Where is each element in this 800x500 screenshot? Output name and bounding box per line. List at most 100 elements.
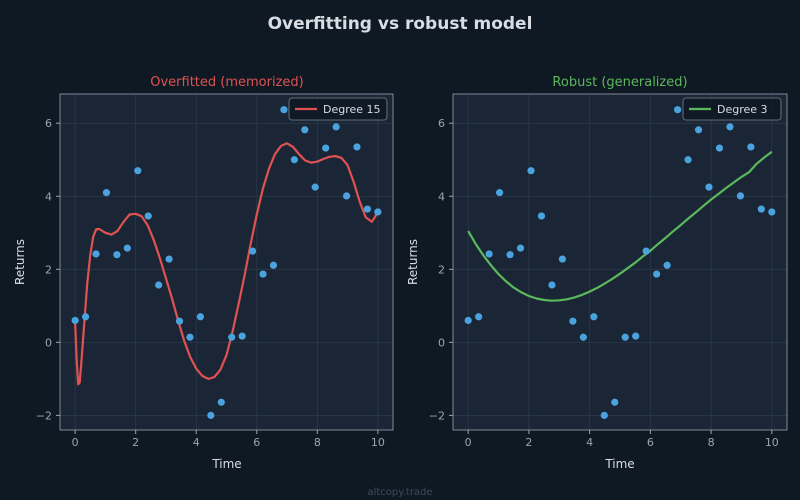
robust-x-tick-label: 10 [765,436,779,449]
data-point [653,270,661,278]
data-point [155,281,163,289]
data-point [579,333,587,341]
data-point [527,167,535,175]
data-point [301,126,309,134]
data-point [332,123,340,131]
robust-x-tick-label: 0 [465,436,472,449]
overfit-legend: Degree 15 [288,97,388,121]
data-point [228,333,236,341]
data-point [537,212,546,220]
data-point [663,261,671,269]
robust-y-tick-label: 4 [438,190,445,203]
robust-plot-frame [452,93,788,431]
robust-y-tick-label: 6 [438,117,445,130]
data-point [464,316,472,325]
data-point [611,398,619,406]
overfit-fit-line [74,142,379,386]
robust-x-tick-label: 2 [525,436,532,449]
robust-chart-panel: Robust (generalized) Time Returns 0 2 4 6 8 1… [406,75,788,471]
robust-x-axis-label: Time [604,457,634,471]
data-point [374,208,382,216]
robust-plot-area [453,94,787,430]
overfit-plot-frame [59,93,394,431]
data-point [632,332,640,340]
data-point [600,411,608,419]
data-point [92,250,100,258]
data-point [342,192,351,200]
data-point [165,255,173,263]
robust-x-tick-label: 8 [708,436,715,449]
data-point [290,156,298,164]
overfit-legend-label: Degree 15 [323,103,381,116]
data-point [186,333,194,341]
data-point [322,144,330,152]
data-point [311,183,319,191]
data-point [736,192,745,200]
data-point [621,333,629,341]
data-point [475,313,483,321]
data-point [548,281,556,289]
robust-y-tick-label: 2 [438,263,445,276]
data-point [726,123,734,131]
data-point [495,189,504,197]
data-point [485,250,493,258]
overfit-x-tick-label: 2 [132,436,139,449]
data-point [642,247,650,255]
data-point [71,316,79,325]
data-point [558,255,567,263]
data-point [516,244,525,252]
overfit-x-tick-label: 6 [253,436,260,449]
watermark: altcopy.trade [367,487,432,498]
data-point [134,167,142,175]
data-point [280,106,288,114]
data-point [144,212,152,220]
data-point [747,143,755,151]
overfit-x-tick-label: 10 [371,436,385,449]
data-point [353,143,361,151]
robust-legend-label: Degree 3 [717,103,768,116]
overfit-y-axis-label: Returns [13,239,27,285]
data-point [590,313,598,321]
overfit-y-tick-label: −2 [36,409,52,422]
robust-y-axis-label: Returns [406,239,420,285]
robust-chart-title: Robust (generalized) [552,75,687,90]
data-point [569,317,577,325]
data-point [196,313,205,321]
overfit-x-axis-label: Time [211,457,241,471]
data-point [269,261,278,269]
data-point [207,411,215,419]
robust-fit-line [467,150,773,302]
overfit-chart-title: Overfitted (memorized) [150,75,304,90]
data-point [363,205,372,213]
overfit-x-tick-label: 8 [314,436,321,449]
overfit-x-tick-label: 4 [193,436,200,449]
overfit-chart-panel: Overfitted (memorized) Time Returns 0 2 4 6… [13,75,394,471]
robust-y-tick-label: −2 [429,409,445,422]
data-point [248,247,257,255]
data-point [259,270,267,278]
overfit-y-tick-label: 4 [45,190,52,203]
robust-x-tick-label: 4 [586,436,593,449]
figure-title: Overfitting vs robust model [268,14,533,34]
data-point [694,126,703,134]
overfit-y-tick-label: 0 [45,336,52,349]
robust-y-tick-label: 0 [438,336,445,349]
overfit-legend-box [288,97,388,121]
data-point [175,317,184,325]
overfit-plot-area [60,94,393,430]
data-point [81,313,90,321]
data-point [768,208,776,216]
data-point [506,251,514,259]
data-point [113,251,121,259]
data-point [757,205,765,213]
data-point [102,189,111,197]
data-point [715,144,724,152]
overfit-y-tick-label: 6 [45,117,52,130]
data-point [684,156,692,164]
data-point [705,183,713,191]
data-point [217,398,225,406]
overfit-x-tick-label: 0 [72,436,79,449]
robust-legend-box [682,97,782,121]
robust-legend: Degree 3 [682,97,782,121]
